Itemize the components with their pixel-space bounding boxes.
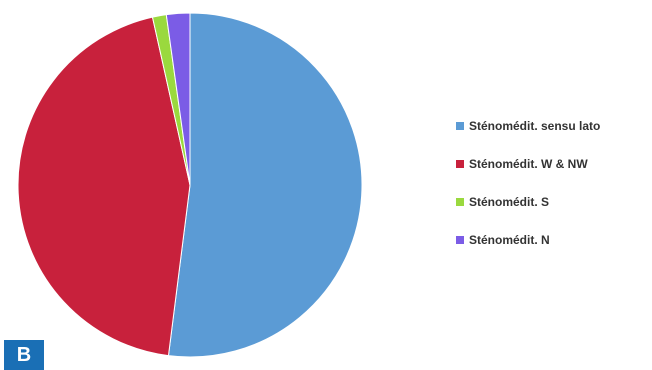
legend-swatch <box>456 121 464 130</box>
legend-swatch <box>456 235 464 244</box>
legend-item: Sténoméd​it. W & NW <box>456 156 600 171</box>
legend-label: Sténoméd​it. W & NW <box>469 156 588 171</box>
chart-legend: Sténoméd​it. sensu lato Sténoméd​it. W &… <box>456 118 600 270</box>
pie-slice-1 <box>17 16 191 357</box>
legend-swatch <box>456 197 464 206</box>
legend-item: Sténoméd​it. S <box>456 194 600 209</box>
pie-slice-3 <box>165 12 191 186</box>
legend-item: Sténoméd​it. sensu lato <box>456 118 600 133</box>
panel-label-badge: B <box>4 340 44 370</box>
legend-label: Sténoméd​it. N <box>469 232 550 247</box>
legend-label: Sténoméd​it. S <box>469 194 550 209</box>
pie-slice-0 <box>167 12 363 358</box>
legend-swatch <box>456 159 464 168</box>
legend-item: Sténoméd​it. N <box>456 232 600 247</box>
legend-label: Sténoméd​it. sensu lato <box>469 118 601 133</box>
